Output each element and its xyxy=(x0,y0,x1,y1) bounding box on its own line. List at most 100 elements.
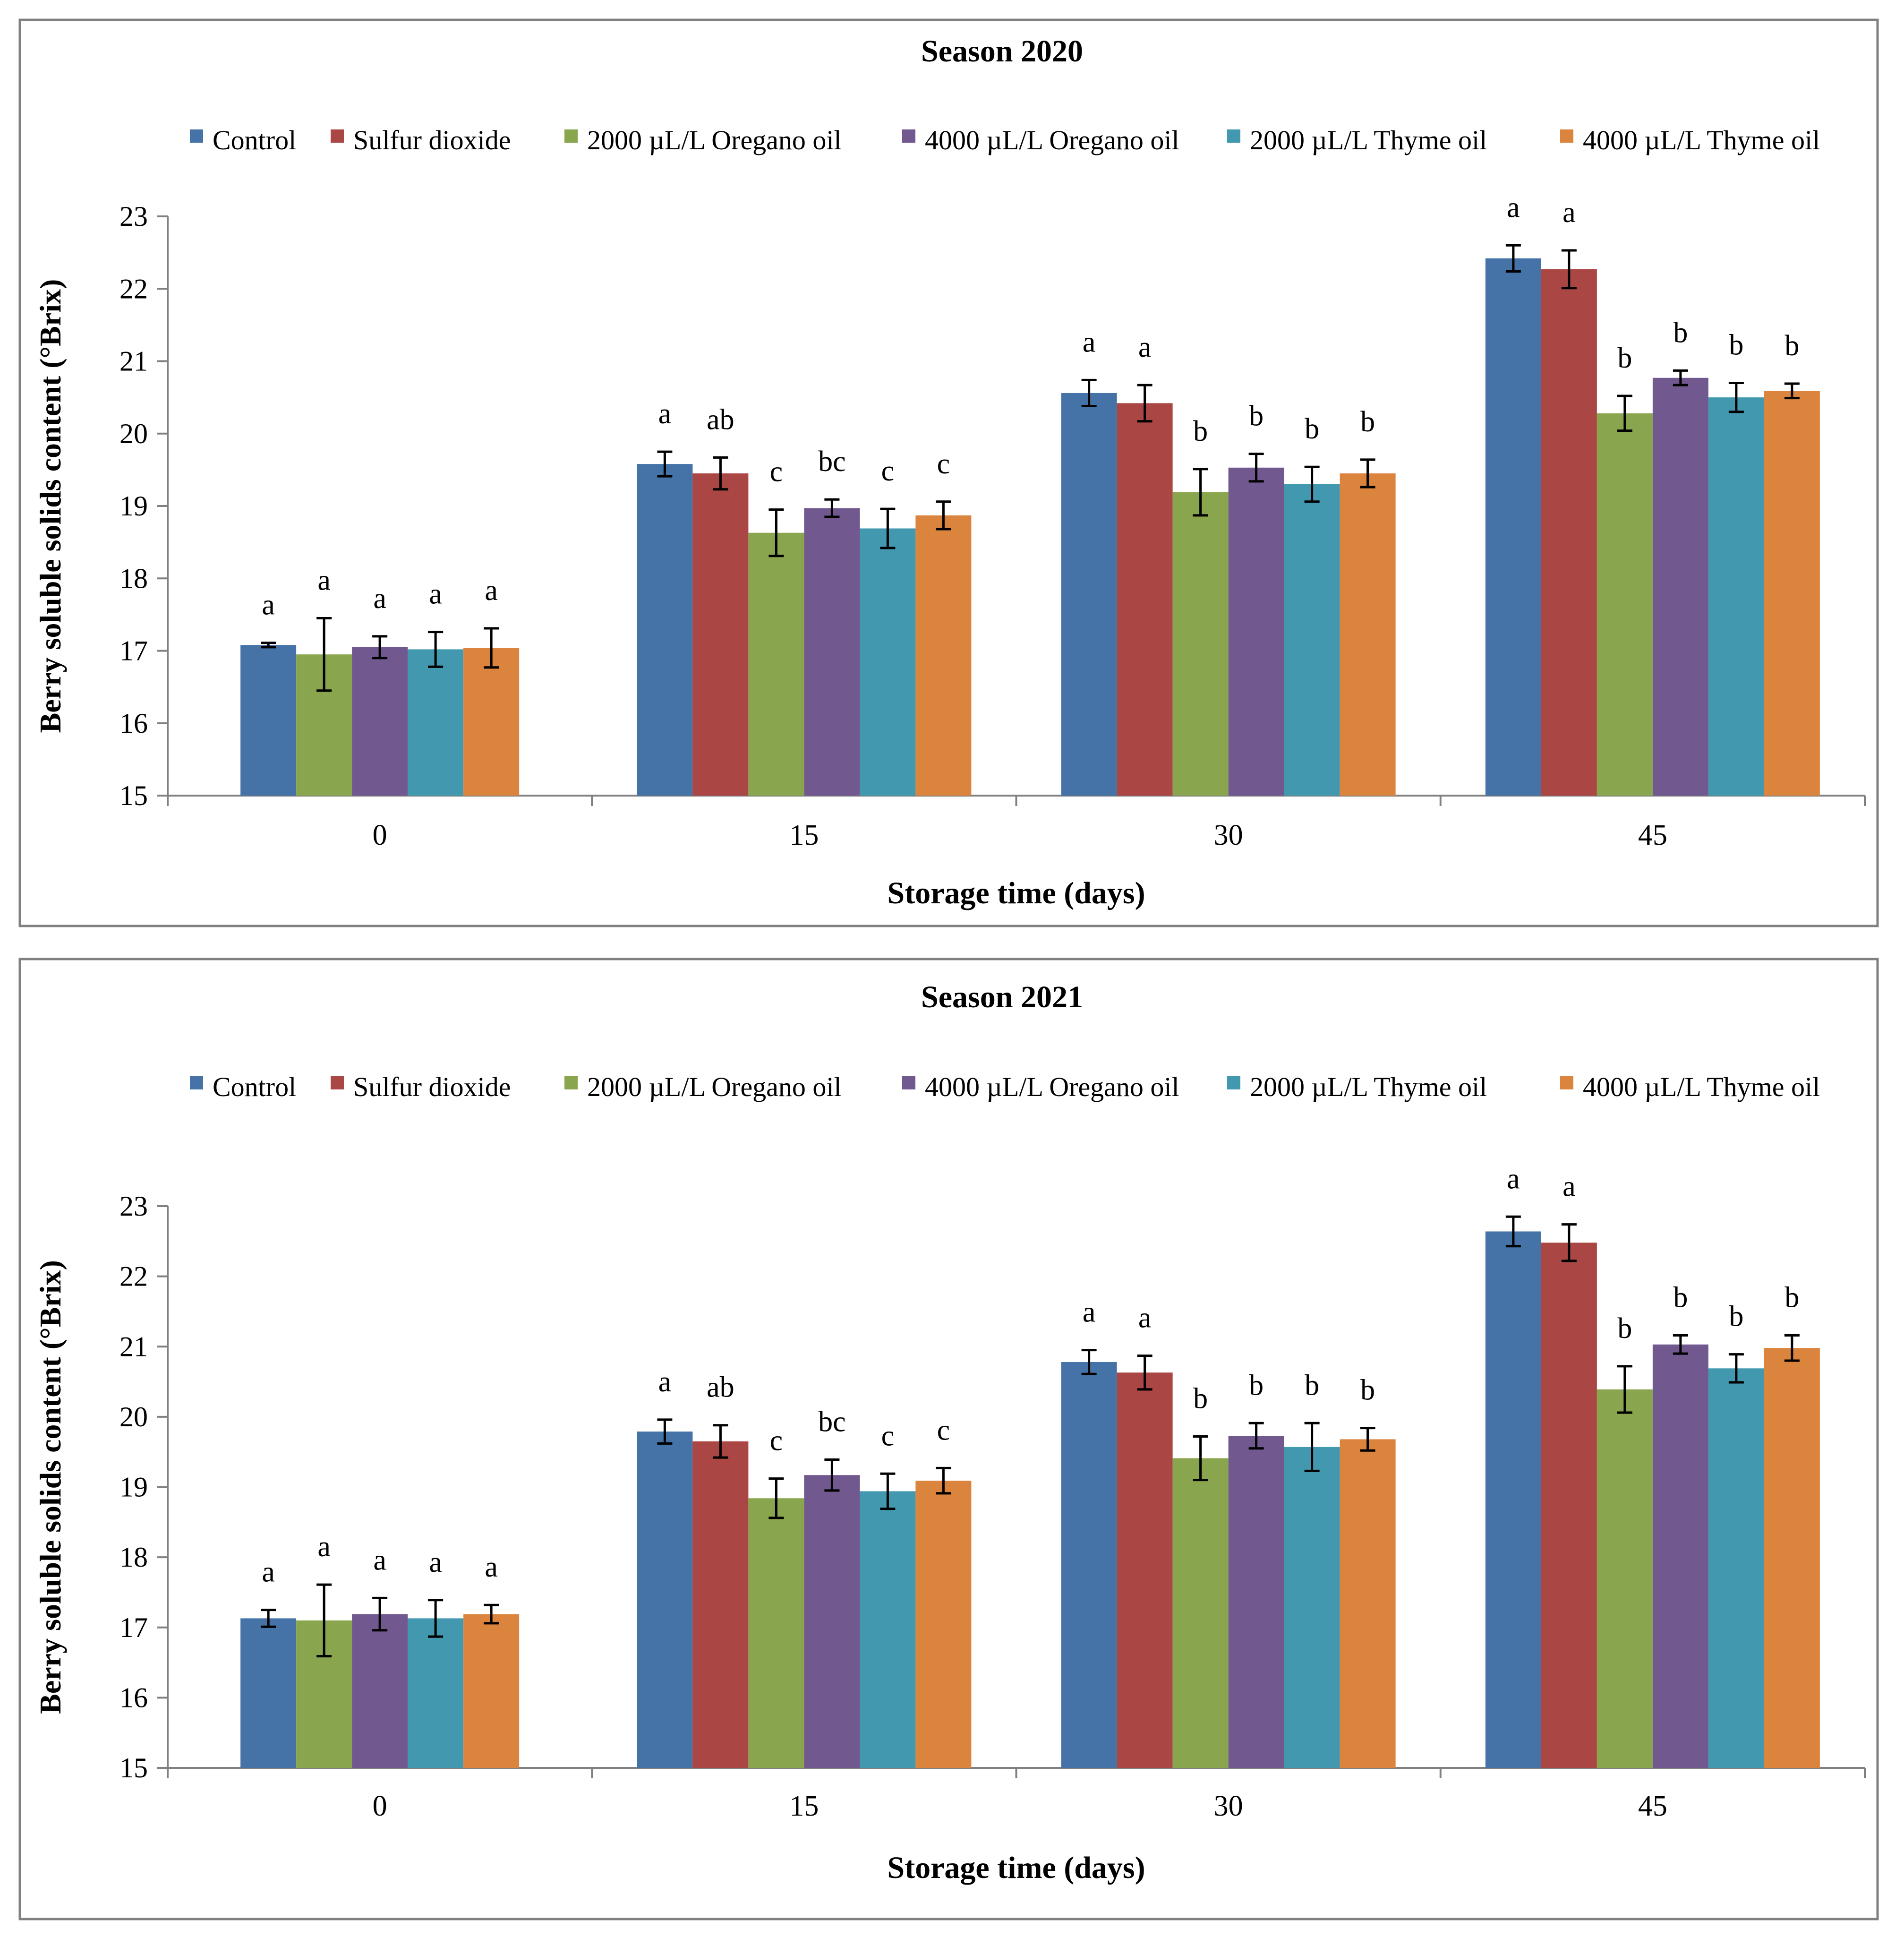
bar-sulfur-dioxide-day-45 xyxy=(1541,269,1597,796)
legend-label-control: Control xyxy=(213,125,296,155)
bar-control-day-45 xyxy=(1485,258,1541,796)
bar-2000-ul-l-thyme-oil-day-45 xyxy=(1708,1368,1764,1768)
bar-2000-ul-l-thyme-oil-day-30 xyxy=(1284,484,1340,796)
significance-letter: a xyxy=(1562,197,1576,229)
bar-2000-ul-l-thyme-oil-day-0 xyxy=(408,649,464,796)
panel-frame xyxy=(18,18,1879,927)
significance-letter: bc xyxy=(818,446,846,478)
significance-letter: a xyxy=(1507,1163,1520,1195)
significance-letter: b xyxy=(1784,1281,1799,1313)
legend-swatch-4000-ul-l-oregano-oil xyxy=(902,1076,915,1089)
legend-swatch-2000-ul-l-thyme-oil xyxy=(1227,1076,1240,1089)
y-tick-label: 20 xyxy=(120,418,148,449)
significance-letter: b xyxy=(1249,1369,1264,1401)
significance-letter: b xyxy=(1617,1312,1632,1345)
significance-letter: a xyxy=(1083,326,1096,358)
significance-letter: a xyxy=(1138,331,1152,363)
bar-sulfur-dioxide-day-45 xyxy=(1541,1243,1597,1768)
bar-2000-ul-l-oregano-oil-day-15 xyxy=(748,1498,804,1768)
legend-label-control: Control xyxy=(213,1072,296,1102)
bar-2000-ul-l-oregano-oil-day-15 xyxy=(748,532,804,796)
bar-2000-ul-l-thyme-oil-day-15 xyxy=(860,1491,916,1768)
chart-panel-2: Season 2021 Control Sulfur dioxide 2000 µL/… xyxy=(18,958,1879,1920)
legend-label-2000-ul-l-thyme-oil: 2000 µL/L Thyme oil xyxy=(1250,125,1487,155)
y-tick-label: 19 xyxy=(120,490,148,522)
bar-sulfur-dioxide-day-30 xyxy=(1117,403,1173,796)
y-axis-label: Berry soluble solids content (°Brix) xyxy=(34,1260,67,1714)
y-tick-label: 17 xyxy=(120,1612,148,1643)
bar-2000-ul-l-oregano-oil-day-45 xyxy=(1597,1389,1653,1768)
bar-4000-ul-l-oregano-oil-day-30 xyxy=(1228,467,1284,796)
panel-frame xyxy=(18,958,1879,1920)
bar-4000-ul-l-thyme-oil-day-0 xyxy=(463,648,520,796)
bar-2000-ul-l-thyme-oil-day-45 xyxy=(1708,397,1764,796)
significance-letter: c xyxy=(881,1420,895,1452)
legend-label-sulfur-dioxide: Sulfur dioxide xyxy=(353,125,511,155)
bar-2000-ul-l-oregano-oil-day-30 xyxy=(1172,1458,1229,1768)
legend-label-4000-ul-l-oregano-oil: 4000 µL/L Oregano oil xyxy=(925,125,1179,155)
y-tick-label: 21 xyxy=(120,346,148,377)
bar-2000-ul-l-oregano-oil-day-30 xyxy=(1172,492,1229,796)
significance-letter: b xyxy=(1729,329,1743,361)
significance-letter: a xyxy=(658,398,672,430)
legend: Control Sulfur dioxide 2000 µL/L Oregano o… xyxy=(190,1072,1820,1102)
bar-control-day-45 xyxy=(1485,1231,1541,1768)
significance-letter: a xyxy=(1562,1171,1576,1203)
significance-letter: a xyxy=(485,574,498,607)
significance-letter: a xyxy=(1083,1296,1096,1329)
bar-4000-ul-l-oregano-oil-day-15 xyxy=(804,508,860,796)
y-tick-label: 18 xyxy=(120,563,148,594)
bar-4000-ul-l-oregano-oil-day-45 xyxy=(1652,377,1708,796)
x-tick-label: 0 xyxy=(373,819,387,851)
legend: Control Sulfur dioxide 2000 µL/L Oregano o… xyxy=(190,125,1820,155)
legend-label-4000-ul-l-thyme-oil: 4000 µL/L Thyme oil xyxy=(1583,1072,1820,1102)
x-tick-label: 30 xyxy=(1214,1790,1243,1822)
chart-title: Season 2020 xyxy=(921,34,1083,69)
significance-letter: b xyxy=(1784,330,1799,362)
significance-letter: a xyxy=(1138,1302,1152,1334)
significance-letter: a xyxy=(373,1544,386,1576)
bar-sulfur-dioxide-day-15 xyxy=(692,473,749,796)
legend-swatch-4000-ul-l-thyme-oil xyxy=(1560,129,1573,143)
bar-4000-ul-l-oregano-oil-day-30 xyxy=(1228,1436,1284,1768)
significance-letter: c xyxy=(937,448,950,480)
significance-letter: a xyxy=(429,1546,442,1578)
legend-swatch-2000-ul-l-oregano-oil xyxy=(564,1076,578,1089)
bar-control-day-0 xyxy=(240,1618,297,1768)
x-tick-label: 15 xyxy=(789,1790,819,1822)
bar-4000-ul-l-thyme-oil-day-45 xyxy=(1764,1348,1820,1768)
bar-4000-ul-l-thyme-oil-day-30 xyxy=(1340,1439,1396,1768)
x-tick-label: 45 xyxy=(1638,1790,1667,1822)
legend-swatch-control xyxy=(190,129,203,143)
significance-letter: b xyxy=(1305,1369,1319,1401)
y-tick-label: 21 xyxy=(120,1331,148,1362)
bar-4000-ul-l-oregano-oil-day-0 xyxy=(352,1614,408,1768)
legend-swatch-2000-ul-l-thyme-oil xyxy=(1227,129,1240,143)
bar-4000-ul-l-thyme-oil-day-15 xyxy=(915,515,972,796)
significance-letter: a xyxy=(262,589,275,621)
chart-panel-1: Season 2020 Control Sulfur dioxide 2000 µL/… xyxy=(18,18,1879,927)
significance-letter: b xyxy=(1360,406,1375,438)
significance-letter: b xyxy=(1729,1301,1743,1333)
significance-letter: c xyxy=(937,1414,950,1446)
legend-label-2000-ul-l-thyme-oil: 2000 µL/L Thyme oil xyxy=(1250,1072,1487,1102)
bar-4000-ul-l-oregano-oil-day-0 xyxy=(352,647,408,796)
legend-swatch-2000-ul-l-oregano-oil xyxy=(564,129,578,143)
legend-label-2000-ul-l-oregano-oil: 2000 µL/L Oregano oil xyxy=(587,125,842,155)
y-tick-label: 16 xyxy=(120,1682,148,1713)
legend-label-2000-ul-l-oregano-oil: 2000 µL/L Oregano oil xyxy=(587,1072,842,1102)
y-tick-label: 22 xyxy=(120,273,148,304)
x-tick-label: 30 xyxy=(1214,819,1243,851)
legend-label-sulfur-dioxide: Sulfur dioxide xyxy=(353,1072,511,1102)
bar-control-day-0 xyxy=(240,645,297,796)
significance-letter: a xyxy=(317,565,331,597)
bar-sulfur-dioxide-day-15 xyxy=(692,1441,749,1768)
y-tick-label: 17 xyxy=(120,635,148,667)
bar-4000-ul-l-thyme-oil-day-30 xyxy=(1340,473,1396,796)
bar-4000-ul-l-thyme-oil-day-45 xyxy=(1764,391,1820,796)
significance-letter: ab xyxy=(707,1372,734,1404)
bar-control-day-30 xyxy=(1061,393,1117,796)
bar-4000-ul-l-thyme-oil-day-0 xyxy=(463,1614,520,1768)
significance-letter: bc xyxy=(818,1406,846,1438)
